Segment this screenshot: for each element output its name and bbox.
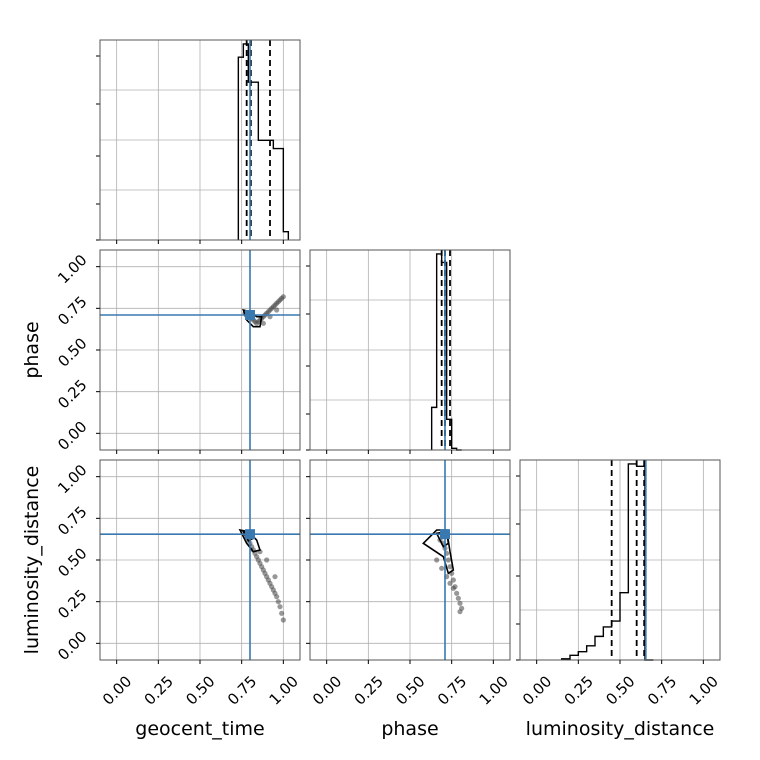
histogram-step [237,43,290,240]
truth-marker [245,529,255,540]
scatter-panel-phase-luminosity_distance: 0.00 0.25 0.50 0.75 1.00 [306,459,512,709]
sample-point [454,590,460,596]
x-tick-label: 0.75 [224,672,260,708]
sample-point [272,574,278,580]
x-tick-label: 0.00 [519,672,555,708]
sample-point [447,564,453,570]
y-tick-label: 0.50 [54,544,90,580]
histogram-step [430,253,462,451]
x-tick-label: 0.00 [99,672,135,708]
x-tick-label: 1.00 [686,672,722,708]
y-axis-label-phase: phase [21,321,43,378]
sample-point [264,557,270,563]
sample-point [274,594,280,600]
density-contour [422,529,455,575]
sample-point [450,577,456,583]
sample-point [277,604,283,610]
x-axis-label-luminosity_distance: luminosity_distance [526,718,715,740]
y-tick-label: 0.75 [54,293,90,329]
sample-point [434,557,440,563]
sample-point [280,294,286,300]
x-tick-label: 0.00 [309,672,345,708]
y-tick-label: 1.00 [54,251,90,287]
y-tick-label: 1.00 [54,461,90,497]
sample-point [280,617,286,623]
y-tick-label: 0.25 [54,376,90,412]
sample-point [279,610,285,616]
sample-point [447,580,453,586]
histogram-panel-geocent_time [96,39,301,244]
y-tick-label: 0.75 [54,503,90,539]
histogram-panel-luminosity_distance: 0.00 0.25 0.50 0.75 1.00 [516,459,722,709]
histogram-step [560,463,654,661]
scatter-panel-geocent_time-phase: 0.00 0.25 0.50 0.75 1.00 [54,249,301,454]
scatter-panel-geocent_time-luminosity_distance: 0.00 0.25 0.50 0.75 1.000.000.250.500.751.00 [54,459,302,709]
sample-point [455,595,461,601]
x-tick-label: 0.75 [434,672,470,708]
sample-point [439,565,445,571]
sample-point [457,609,463,615]
x-tick-label: 0.50 [602,672,638,708]
sample-point [260,320,266,326]
y-tick-label: 0.00 [54,418,90,454]
x-tick-label: 0.50 [182,672,218,708]
sample-point [457,600,463,606]
sample-point [450,585,456,591]
y-tick-label: 0.50 [54,334,90,370]
x-tick-label: 0.50 [392,672,428,708]
x-axis-label-geocent_time: geocent_time [135,718,264,740]
y-tick-label: 0.00 [54,628,90,664]
sample-point [274,307,280,313]
x-tick-label: 1.00 [266,672,302,708]
x-tick-label: 1.00 [476,672,512,708]
x-tick-label: 0.25 [561,672,597,708]
y-tick-label: 0.25 [54,586,90,622]
truth-marker [440,529,450,540]
x-tick-label: 0.75 [644,672,680,708]
x-axis-label-phase: phase [381,718,438,740]
sample-point [275,599,281,605]
x-tick-label: 0.25 [351,672,387,708]
truth-marker [245,310,255,320]
y-axis-label-luminosity_distance: luminosity_distance [21,466,43,655]
sample-point [445,557,451,563]
histogram-panel-phase [306,249,511,454]
x-tick-label: 0.25 [141,672,177,708]
